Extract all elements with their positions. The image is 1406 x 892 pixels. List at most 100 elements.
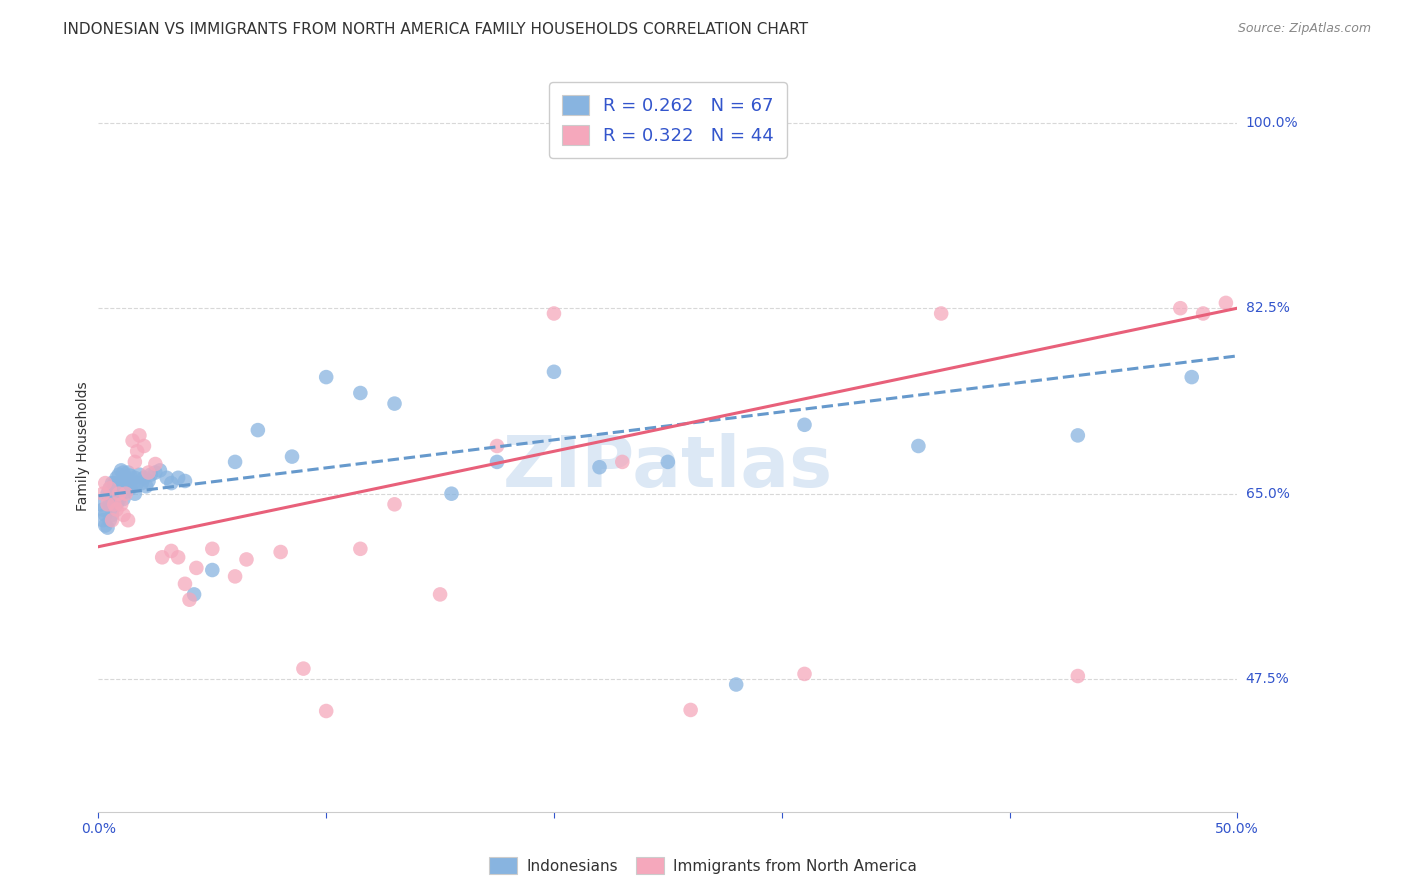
Point xyxy=(112,466,135,480)
Point xyxy=(315,370,337,384)
Point xyxy=(108,467,131,482)
Point xyxy=(384,497,406,511)
Point xyxy=(429,587,451,601)
Point xyxy=(440,486,463,500)
Point xyxy=(292,662,315,676)
Point xyxy=(138,466,160,480)
Point xyxy=(94,518,117,533)
Point xyxy=(98,482,121,496)
Point xyxy=(98,497,121,511)
Point xyxy=(114,486,136,500)
Point xyxy=(110,497,132,511)
Point xyxy=(114,484,136,499)
Point xyxy=(114,471,136,485)
Point xyxy=(235,552,257,566)
Point xyxy=(224,455,246,469)
Legend: Indonesians, Immigrants from North America: Indonesians, Immigrants from North Ameri… xyxy=(484,851,922,880)
Point xyxy=(91,513,114,527)
Point xyxy=(101,513,124,527)
Point xyxy=(1170,301,1192,316)
Point xyxy=(139,467,162,482)
Point xyxy=(124,471,146,485)
Point xyxy=(1181,370,1204,384)
Point xyxy=(1067,428,1090,442)
Point xyxy=(679,703,702,717)
Point xyxy=(105,497,128,511)
Point xyxy=(486,439,509,453)
Point xyxy=(160,544,183,558)
Point xyxy=(117,513,139,527)
Point xyxy=(101,491,124,506)
Point xyxy=(98,482,121,496)
Text: Source: ZipAtlas.com: Source: ZipAtlas.com xyxy=(1237,22,1371,36)
Point xyxy=(117,478,139,492)
Point xyxy=(121,434,143,448)
Legend: R = 0.262   N = 67, R = 0.322   N = 44: R = 0.262 N = 67, R = 0.322 N = 44 xyxy=(550,82,786,158)
Point xyxy=(588,460,610,475)
Point xyxy=(98,513,121,527)
Point xyxy=(110,476,132,491)
Point xyxy=(117,466,139,480)
Point xyxy=(281,450,304,464)
Point xyxy=(124,455,146,469)
Point xyxy=(110,463,132,477)
Point xyxy=(105,502,128,516)
Point xyxy=(224,569,246,583)
Point xyxy=(201,541,224,556)
Text: 47.5%: 47.5% xyxy=(1246,673,1289,686)
Point xyxy=(90,497,112,511)
Point xyxy=(349,541,371,556)
Point xyxy=(384,396,406,410)
Point xyxy=(167,550,190,565)
Point xyxy=(112,491,135,506)
Point xyxy=(179,592,201,607)
Point xyxy=(349,386,371,401)
Point xyxy=(132,439,155,453)
Point xyxy=(96,521,118,535)
Point xyxy=(131,476,153,491)
Point xyxy=(167,471,190,485)
Point xyxy=(128,428,150,442)
Y-axis label: Family Households: Family Households xyxy=(76,381,90,511)
Point xyxy=(91,502,114,516)
Point xyxy=(145,466,167,480)
Point xyxy=(612,455,634,469)
Point xyxy=(108,479,131,493)
Point xyxy=(91,486,114,500)
Point xyxy=(174,474,197,488)
Point xyxy=(124,486,146,500)
Point xyxy=(186,561,208,575)
Point xyxy=(907,439,929,453)
Point xyxy=(103,497,125,511)
Text: ZIPatlas: ZIPatlas xyxy=(503,434,832,502)
Point xyxy=(183,587,205,601)
Point xyxy=(101,508,124,522)
Point xyxy=(94,508,117,522)
Point xyxy=(543,365,565,379)
Point xyxy=(725,677,748,691)
Text: 65.0%: 65.0% xyxy=(1246,487,1289,500)
Point xyxy=(793,667,815,681)
Point xyxy=(105,484,128,499)
Point xyxy=(128,467,150,482)
Point xyxy=(96,497,118,511)
Point xyxy=(174,576,197,591)
Point xyxy=(101,476,124,491)
Point xyxy=(929,306,952,320)
Point xyxy=(160,476,183,491)
Point xyxy=(127,476,149,491)
Text: 100.0%: 100.0% xyxy=(1246,116,1298,129)
Point xyxy=(103,476,125,491)
Point xyxy=(486,455,509,469)
Point xyxy=(138,474,160,488)
Point xyxy=(135,479,157,493)
Point xyxy=(112,508,135,522)
Text: INDONESIAN VS IMMIGRANTS FROM NORTH AMERICA FAMILY HOUSEHOLDS CORRELATION CHART: INDONESIAN VS IMMIGRANTS FROM NORTH AMER… xyxy=(63,22,808,37)
Text: 82.5%: 82.5% xyxy=(1246,301,1289,315)
Point xyxy=(103,500,125,514)
Point xyxy=(108,493,131,508)
Point xyxy=(1215,296,1237,310)
Point xyxy=(149,463,172,477)
Point xyxy=(121,476,143,491)
Point xyxy=(96,486,118,500)
